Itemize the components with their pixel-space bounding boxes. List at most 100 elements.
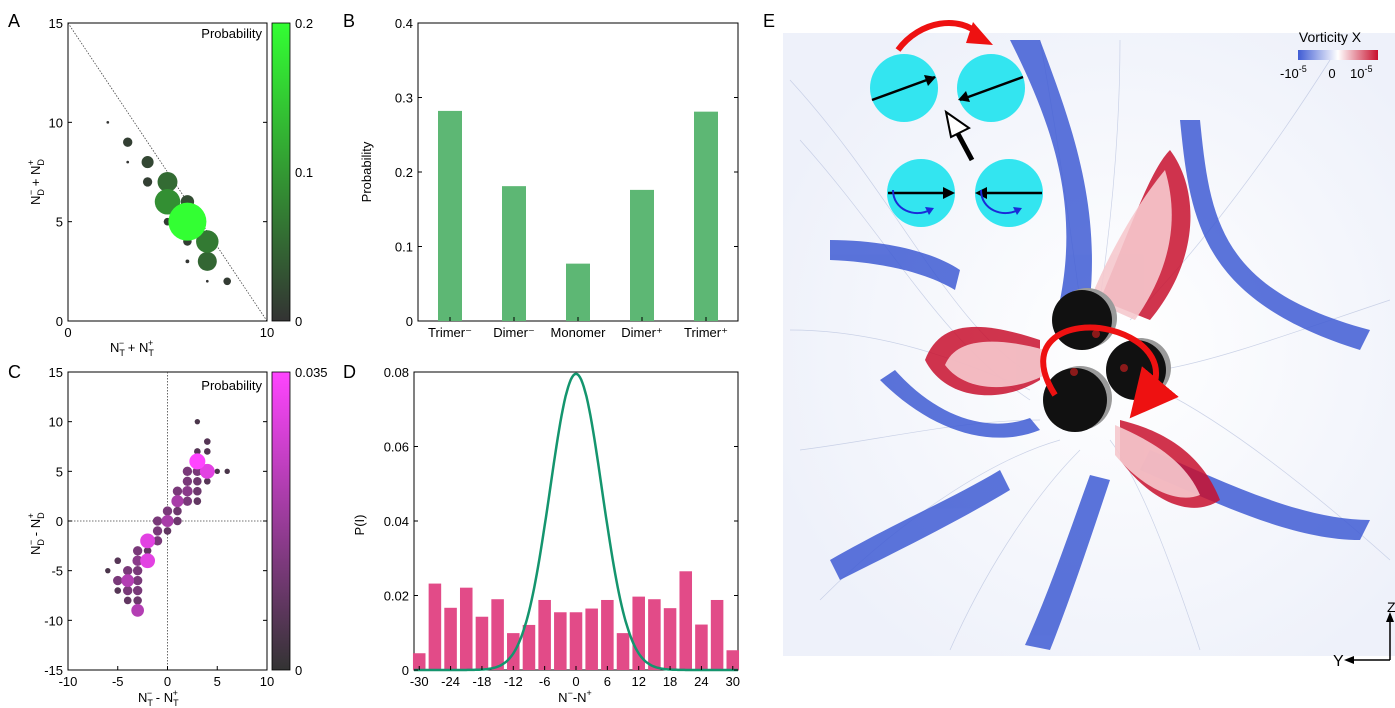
colorbar-tick-label: 0 — [295, 663, 302, 678]
data-point — [113, 575, 123, 586]
data-point — [205, 279, 209, 283]
colorbar-tick-high: 10-5 — [1350, 64, 1372, 81]
ytick-label: 0.2 — [395, 165, 413, 180]
transition-arrow — [954, 130, 975, 162]
xtick-label: 10 — [260, 325, 274, 340]
colorbar-tick-label: 0.1 — [295, 165, 313, 180]
histogram-bar — [726, 650, 740, 670]
inset-schematic — [870, 20, 1043, 227]
data-point — [121, 574, 135, 587]
data-point — [123, 596, 132, 605]
xtick-label: -18 — [473, 674, 492, 689]
xtick-label: 10 — [260, 674, 274, 689]
yticks-d: 0 0.02 0.04 0.06 0.08 — [384, 365, 738, 678]
xtick-label: Trimer⁻ — [428, 325, 472, 340]
xtick-label: Dimer⁻ — [493, 325, 535, 340]
ytick-label: 0 — [406, 314, 413, 329]
data-point — [141, 156, 154, 169]
xticks-c: -10 -5 0 5 10 — [59, 666, 274, 689]
histogram-bar — [710, 599, 724, 670]
data-point — [140, 553, 156, 569]
panel-label-c: C — [8, 362, 21, 382]
data-point — [203, 448, 211, 455]
data-point — [194, 418, 201, 425]
data-point — [106, 120, 110, 124]
colorbar-title-e: Vorticity X — [1299, 29, 1362, 45]
spin-arrow-2 — [980, 189, 1019, 215]
histogram-bar — [616, 633, 630, 670]
axis-indicator-e: Y Z — [1333, 599, 1395, 670]
colorbar-tick-label: 0 — [295, 314, 302, 329]
data-point — [193, 476, 202, 486]
ytick-label: -5 — [51, 564, 63, 579]
transition-arrowhead — [944, 109, 971, 139]
data-point — [182, 496, 193, 506]
bar — [502, 186, 526, 321]
arrowhead-inset — [966, 22, 993, 45]
xtick-label: Monomer — [551, 325, 607, 340]
colorbar-e: Vorticity X -10-5 0 10-5 — [1280, 29, 1378, 81]
data-point — [168, 202, 207, 241]
panel-label-b: B — [343, 11, 355, 31]
ytick-label: 0.3 — [395, 91, 413, 106]
ytick-label: 0.02 — [384, 589, 409, 604]
xtick-label: Dimer⁺ — [621, 325, 663, 340]
ylabel-a: ND− + ND+ — [26, 159, 46, 205]
xtick-label: 0 — [572, 674, 579, 689]
xtick-label: -6 — [539, 674, 551, 689]
ylabel-c: ND− - ND+ — [26, 512, 46, 555]
data-point — [154, 189, 181, 215]
plot-frame-a — [67, 22, 268, 322]
histogram-bar — [695, 624, 708, 670]
data-point — [157, 171, 178, 192]
xtick-label: -5 — [112, 674, 124, 689]
data-point — [132, 555, 143, 566]
bar — [566, 263, 590, 321]
xtick-label: 0 — [64, 325, 71, 340]
ytick-label: -15 — [44, 663, 63, 678]
ytick-label: 15 — [49, 16, 63, 31]
xtick-label: 6 — [604, 674, 611, 689]
histogram-bar — [459, 587, 473, 670]
data-point — [182, 466, 193, 477]
data-point — [203, 438, 211, 445]
data-point — [193, 497, 202, 505]
xtick-label: -12 — [504, 674, 523, 689]
histogram-bar — [663, 608, 677, 670]
xtick-label: 24 — [694, 674, 708, 689]
xlabel-d: N−-N+ — [558, 688, 592, 705]
data-point — [132, 565, 143, 576]
ytick-label: -10 — [44, 613, 63, 628]
data-point — [172, 486, 183, 496]
colorbar-tick-label: 0.2 — [295, 16, 313, 31]
ytick-label: 15 — [49, 365, 63, 380]
xticks-b: Trimer⁻ Dimer⁻ Monomer Dimer⁺ Trimer⁺ — [428, 317, 728, 340]
histogram-bar — [491, 599, 504, 670]
xlabel-a: NT− + NT+ — [110, 338, 154, 358]
data-point — [197, 251, 217, 271]
bars-d — [412, 571, 740, 670]
dipole-arrow-2 — [959, 75, 1024, 102]
histogram-bar — [648, 599, 661, 670]
data-point — [203, 477, 211, 485]
dipole-arrow-1 — [871, 75, 936, 102]
data-point — [199, 463, 215, 479]
ylabel-b: Probability — [359, 141, 374, 202]
histogram-bar — [444, 607, 457, 670]
ytick-label: 0.4 — [395, 16, 413, 31]
data-point — [114, 557, 122, 565]
data-point — [142, 177, 153, 187]
data-point — [123, 585, 133, 596]
panel-label-a: A — [8, 11, 20, 31]
data-point — [143, 546, 152, 555]
panel-e: E — [763, 11, 1395, 670]
bar — [438, 110, 462, 321]
points-a — [106, 120, 231, 286]
rotation-arrow-trimer — [1040, 324, 1179, 419]
data-point — [161, 514, 174, 528]
data-point — [182, 476, 193, 486]
data-point — [126, 160, 130, 164]
colorbar-a — [271, 22, 291, 322]
spin-arrow-1 — [892, 189, 931, 215]
data-point — [214, 468, 220, 475]
